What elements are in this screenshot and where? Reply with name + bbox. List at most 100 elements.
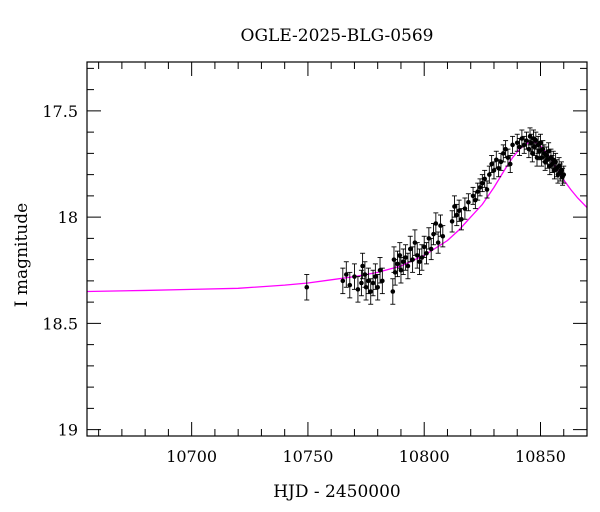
point-marker (344, 272, 349, 277)
point-marker (375, 284, 380, 290)
point-marker (456, 208, 462, 214)
data-point (470, 186, 476, 205)
point-marker (491, 168, 497, 173)
point-marker (546, 148, 551, 154)
chart-title: OGLE-2025-BLG-0569 (241, 26, 434, 46)
data-point (379, 267, 385, 295)
x-tick-label: 10700 (166, 447, 217, 466)
point-marker (397, 253, 403, 258)
data-point (561, 165, 567, 184)
point-marker (366, 278, 371, 284)
data-point (475, 182, 481, 201)
y-tick-label: 18.5 (42, 314, 78, 333)
point-marker (484, 187, 490, 192)
point-marker (347, 282, 353, 288)
x-tick-label: 10850 (515, 447, 566, 466)
data-point (365, 267, 371, 295)
y-axis-label: I magnitude (12, 203, 32, 307)
data-point (560, 167, 566, 186)
data-point (340, 267, 346, 295)
x-tick-label: 10800 (399, 447, 450, 466)
point-marker (400, 259, 406, 265)
point-marker (352, 274, 357, 279)
data-point (465, 193, 471, 212)
point-marker (496, 165, 501, 171)
data-point (410, 246, 416, 273)
point-marker (304, 284, 310, 290)
data-point (500, 144, 506, 163)
data-point (479, 174, 485, 193)
data-point (370, 269, 376, 297)
point-marker (380, 278, 385, 284)
y-tick-label: 17.5 (42, 102, 78, 121)
data-point (537, 133, 543, 152)
point-marker (340, 278, 346, 284)
point-marker (459, 216, 464, 222)
point-marker (482, 176, 487, 182)
point-marker (514, 140, 520, 146)
point-marker (370, 280, 376, 286)
point-marker (475, 189, 480, 194)
data-point (351, 263, 357, 290)
point-marker (390, 289, 396, 294)
data-point (507, 155, 513, 173)
data-point (482, 169, 488, 188)
point-marker (500, 151, 506, 156)
point-marker (507, 161, 513, 167)
point-marker (428, 246, 434, 252)
data-point (363, 274, 369, 301)
plot-area (86, 61, 588, 437)
data-point (347, 271, 353, 299)
point-marker (424, 250, 429, 256)
point-marker (368, 289, 374, 294)
point-marker (530, 151, 535, 156)
data-point (510, 135, 516, 154)
data-point (491, 161, 497, 180)
point-marker (377, 267, 383, 273)
point-marker (435, 240, 441, 245)
point-marker (440, 233, 446, 239)
data-point (456, 199, 462, 222)
data-point (449, 210, 455, 233)
axis-tick-labels: 10700 10750 10800 10850 17.5 18 18.5 19 (42, 102, 566, 466)
point-marker (417, 259, 422, 265)
data-point (489, 155, 495, 173)
data-point (454, 203, 460, 227)
point-marker (470, 193, 476, 199)
data-point (390, 278, 396, 305)
point-marker (359, 280, 364, 286)
point-marker (360, 263, 365, 269)
point-marker (538, 140, 543, 146)
point-marker (363, 284, 369, 290)
data-point (486, 165, 492, 184)
point-marker (405, 263, 411, 269)
point-marker (454, 212, 460, 218)
data-point (521, 135, 527, 154)
point-marker (487, 172, 492, 177)
point-marker (421, 244, 427, 250)
point-marker (452, 204, 457, 209)
data-point (428, 237, 434, 261)
point-marker (526, 146, 532, 152)
point-marker (534, 155, 540, 160)
data-point (496, 159, 502, 178)
data-point (304, 274, 310, 301)
point-marker (403, 255, 408, 260)
y-tick-label: 18 (58, 208, 78, 227)
x-tick-label: 10750 (282, 447, 333, 466)
y-tick-label: 19 (58, 421, 78, 440)
data-point (403, 244, 409, 271)
data-point (440, 225, 446, 248)
x-axis-label: HJD - 2450000 (273, 482, 401, 502)
data-point (477, 178, 483, 197)
point-marker (561, 172, 567, 177)
data-point (360, 252, 366, 280)
point-marker (519, 136, 525, 141)
data-point (514, 133, 520, 152)
data-point (433, 212, 439, 235)
point-marker (521, 142, 527, 148)
point-marker (477, 185, 483, 190)
point-marker (392, 270, 398, 275)
point-marker (398, 267, 404, 273)
